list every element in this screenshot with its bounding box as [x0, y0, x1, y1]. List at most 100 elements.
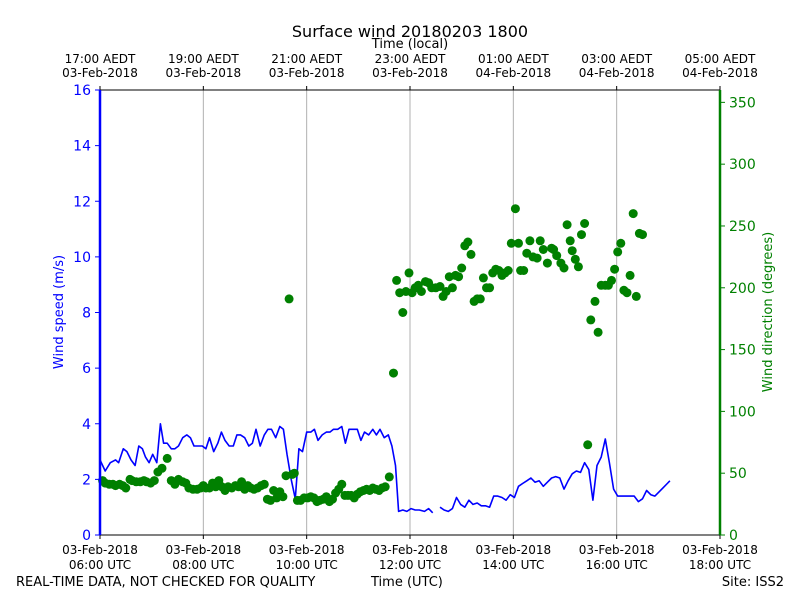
top-tick-label-date: 04-Feb-2018	[475, 66, 551, 80]
top-tick-label-time: 17:00 AEDT	[65, 52, 136, 66]
wind-direction-point	[478, 273, 488, 283]
wind-direction-point	[562, 220, 572, 230]
y-tick-label-left: 16	[73, 83, 91, 99]
wind-direction-point	[559, 263, 569, 273]
y-tick-label-right: 50	[729, 466, 747, 482]
wind-direction-point	[162, 453, 172, 463]
y-tick-label-left: 6	[82, 361, 91, 377]
wind-direction-point	[535, 236, 545, 246]
y-tick-label-right: 0	[729, 528, 738, 544]
top-tick-label-date: 04-Feb-2018	[682, 66, 758, 80]
wind-speed-line	[99, 422, 434, 514]
y-tick-label-right: 100	[729, 404, 756, 420]
wind-direction-point	[284, 294, 294, 304]
wind-direction-point	[404, 268, 414, 278]
x-tick-label-time: 16:00 UTC	[586, 558, 648, 572]
wind-direction-point	[625, 270, 635, 280]
y-tick-label-left: 14	[73, 139, 91, 155]
wind-direction-point	[457, 263, 467, 273]
wind-direction-point	[454, 272, 464, 282]
wind-direction-point	[565, 236, 575, 246]
wind-direction-point	[506, 238, 516, 248]
wind-direction-point	[259, 479, 269, 489]
x-tick-label-time: 14:00 UTC	[482, 558, 544, 572]
wind-direction-point	[638, 230, 647, 240]
y-tick-label-right: 200	[729, 281, 756, 297]
wind-direction-point	[622, 288, 632, 298]
wind-direction-point	[398, 308, 408, 317]
y-tick-label-right: 350	[729, 95, 756, 111]
grid-lines	[202, 90, 618, 535]
wind-direction-point	[384, 472, 394, 482]
wind-direction-point	[289, 468, 299, 478]
chart-title: Surface wind 20180203 1800	[292, 22, 528, 41]
wind-direction-point	[463, 237, 473, 247]
wind-direction-point	[573, 262, 583, 272]
wind-direction-point	[392, 275, 402, 285]
x-tick-label-time: 18:00 UTC	[689, 558, 751, 572]
wind-direction-point	[580, 219, 590, 228]
site-label: Site: ISS2	[721, 575, 784, 590]
x-tick-label-date: 03-Feb-2018	[475, 543, 551, 557]
wind-direction-point	[503, 266, 513, 275]
wind-direction-point	[538, 245, 548, 254]
wind-direction-point	[485, 283, 495, 293]
wind-direction-point	[590, 296, 600, 306]
y-tick-label-left: 2	[82, 472, 91, 488]
x-tick-label-time: 12:00 UTC	[379, 558, 441, 572]
wind-direction-point	[542, 258, 552, 268]
top-tick-label-date: 03-Feb-2018	[165, 66, 241, 80]
x-tick-label-date: 03-Feb-2018	[372, 543, 448, 557]
x-tick-label-time: 10:00 UTC	[276, 558, 338, 572]
wind-direction-point	[586, 315, 596, 325]
wind-direction-point	[577, 230, 586, 240]
wind-direction-point	[607, 275, 616, 285]
top-tick-label-time: 21:00 AEDT	[271, 52, 342, 66]
x-tick-label-date: 03-Feb-2018	[62, 543, 138, 557]
x-tick-label-date: 03-Feb-2018	[579, 543, 655, 557]
x-tick-label-time: 08:00 UTC	[172, 558, 234, 572]
x-tick-label-date: 03-Feb-2018	[165, 543, 241, 557]
right-axis-label: Wind direction (degrees)	[761, 232, 776, 392]
y-tick-label-left: 4	[82, 417, 91, 433]
wind-direction-point	[519, 266, 529, 275]
x-tick-label-date: 03-Feb-2018	[269, 543, 345, 557]
wind-direction-point	[567, 246, 577, 256]
data-quality-note: REAL-TIME DATA, NOT CHECKED FOR QUALITY	[16, 575, 316, 590]
plot-series	[98, 204, 671, 514]
wind-direction-point	[121, 483, 131, 493]
y-tick-label-right: 150	[729, 343, 756, 359]
wind-direction-point	[613, 247, 623, 257]
wind-direction-point	[610, 264, 620, 274]
wind-direction-point	[447, 283, 457, 293]
wind-direction-point	[570, 254, 580, 264]
top-tick-label-date: 03-Feb-2018	[269, 66, 345, 80]
wind-direction-point	[466, 249, 476, 259]
wind-direction-point	[416, 287, 426, 296]
wind-direction-point	[514, 238, 523, 248]
y-tick-label-left: 0	[82, 528, 91, 544]
wind-direction-point	[389, 368, 398, 378]
top-tick-label-time: 05:00 AEDT	[685, 52, 756, 66]
x-tick-label-time: 06:00 UTC	[69, 558, 131, 572]
top-axis-label: Time (local)	[371, 37, 448, 52]
top-tick-label-date: 03-Feb-2018	[62, 66, 138, 80]
wind-speed-line	[439, 438, 671, 513]
y-tick-label-left: 12	[73, 194, 91, 210]
wind-direction-point	[157, 463, 167, 473]
wind-direction-point	[278, 492, 288, 502]
y-tick-label-right: 250	[729, 219, 756, 235]
wind-direction-point	[149, 476, 159, 486]
wind-direction-point	[380, 482, 390, 492]
top-tick-label-time: 23:00 AEDT	[375, 52, 446, 66]
top-tick-label-time: 19:00 AEDT	[168, 52, 239, 66]
left-axis-label: Wind speed (m/s)	[52, 255, 67, 369]
wind-direction-point	[435, 282, 445, 291]
top-tick-label-time: 01:00 AEDT	[478, 52, 549, 66]
x-axis-label: Time (UTC)	[371, 575, 443, 590]
top-tick-label-date: 04-Feb-2018	[579, 66, 655, 80]
wind-direction-point	[593, 327, 603, 337]
wind-direction-point	[583, 440, 593, 450]
